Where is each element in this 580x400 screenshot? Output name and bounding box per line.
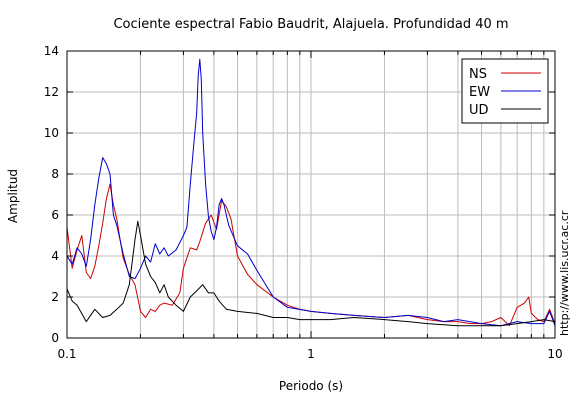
series-line-ud xyxy=(66,220,556,327)
series-line-ew xyxy=(66,58,556,327)
legend-label-ew: EW xyxy=(469,85,490,100)
legend: NS EW UD xyxy=(461,58,549,124)
legend-label-ns: NS xyxy=(469,67,487,82)
x-axis-label: Periodo (s) xyxy=(279,379,343,393)
y-tick-label: 14 xyxy=(44,44,59,58)
source-url: http://www.lis.ucr.ac.cr xyxy=(558,210,571,336)
y-tick-label: 12 xyxy=(44,85,59,99)
legend-label-ud: UD xyxy=(469,103,489,118)
x-tick-label: 1 xyxy=(307,347,315,361)
series-layer xyxy=(66,58,556,327)
y-tick-label: 2 xyxy=(51,290,59,304)
x-tick-label: 0.1 xyxy=(57,347,76,361)
chart-title: Cociente espectral Fabio Baudrit, Alajue… xyxy=(113,17,508,32)
series-line-ns xyxy=(66,183,556,327)
x-tick-label: 10 xyxy=(547,347,562,361)
y-tick-label: 8 xyxy=(51,167,59,181)
y-tick-label: 6 xyxy=(51,208,59,222)
y-tick-label: 10 xyxy=(44,126,59,140)
axis-ticks xyxy=(67,50,555,339)
y-tick-label: 0 xyxy=(51,331,59,345)
tick-labels: 0 2 4 6 8 10 12 14 0.1 1 10 xyxy=(44,44,563,361)
y-axis-label: Amplitud xyxy=(6,169,20,223)
y-tick-label: 4 xyxy=(51,249,59,263)
